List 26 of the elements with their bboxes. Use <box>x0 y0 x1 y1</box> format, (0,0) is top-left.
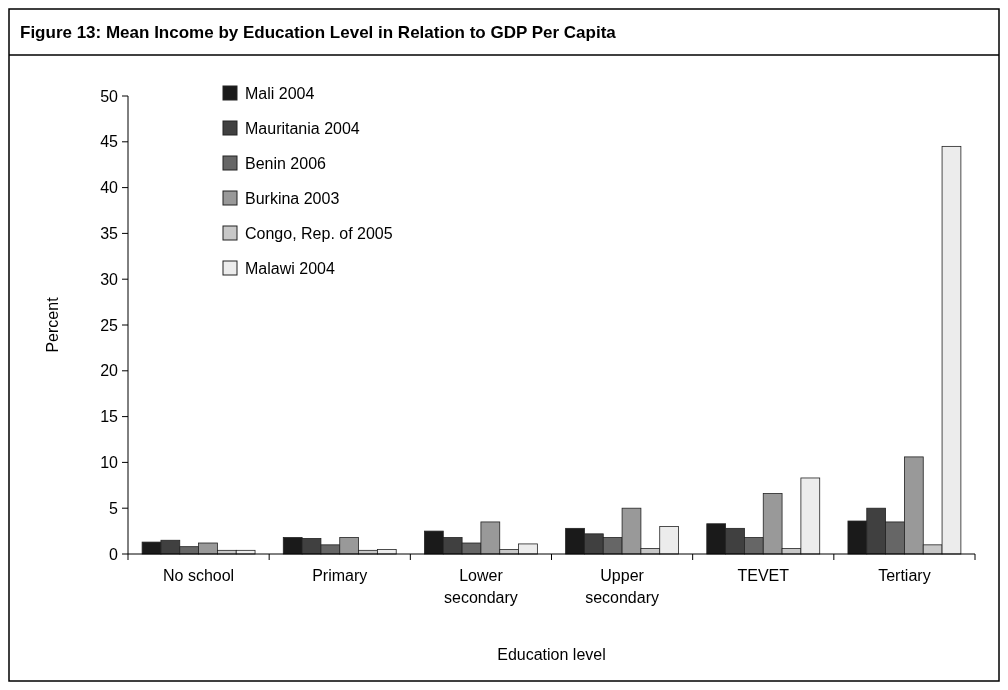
y-tick-label: 5 <box>109 499 119 517</box>
legend-label: Mali 2004 <box>245 84 315 102</box>
legend-label: Mauritania 2004 <box>245 119 360 137</box>
y-tick-label: 20 <box>100 362 119 380</box>
y-tick-label: 40 <box>100 179 119 197</box>
y-tick-label: 0 <box>109 545 119 563</box>
x-axis-title: Education level <box>497 646 606 663</box>
y-tick-label: 15 <box>100 408 119 426</box>
x-tick-label: No school <box>163 567 235 584</box>
y-tick-label: 35 <box>100 225 119 242</box>
y-tick-label: 30 <box>100 270 119 288</box>
y-tick-label: 50 <box>100 87 119 105</box>
x-tick-label: Upper secondary <box>585 567 659 606</box>
legend-label: Congo, Rep. of 2005 <box>245 224 393 242</box>
y-tick-label: 10 <box>100 454 119 471</box>
y-tick-label: 25 <box>100 316 119 334</box>
legend-label: Malawi 2004 <box>245 259 335 277</box>
x-tick-label: Primary <box>312 567 368 584</box>
chart-title: Figure 13: Mean Income by Education Level in Relation to GDP Per Capita <box>20 23 617 42</box>
x-tick-label: TEVET <box>737 567 790 584</box>
legend-label: Burkina 2003 <box>245 189 340 207</box>
y-axis-title: Percent <box>44 296 61 353</box>
x-tick-label: Tertiary <box>878 567 931 584</box>
legend-label: Benin 2006 <box>245 154 327 172</box>
y-tick-label: 45 <box>100 133 119 151</box>
x-tick-label: Lower secondary <box>444 567 518 606</box>
